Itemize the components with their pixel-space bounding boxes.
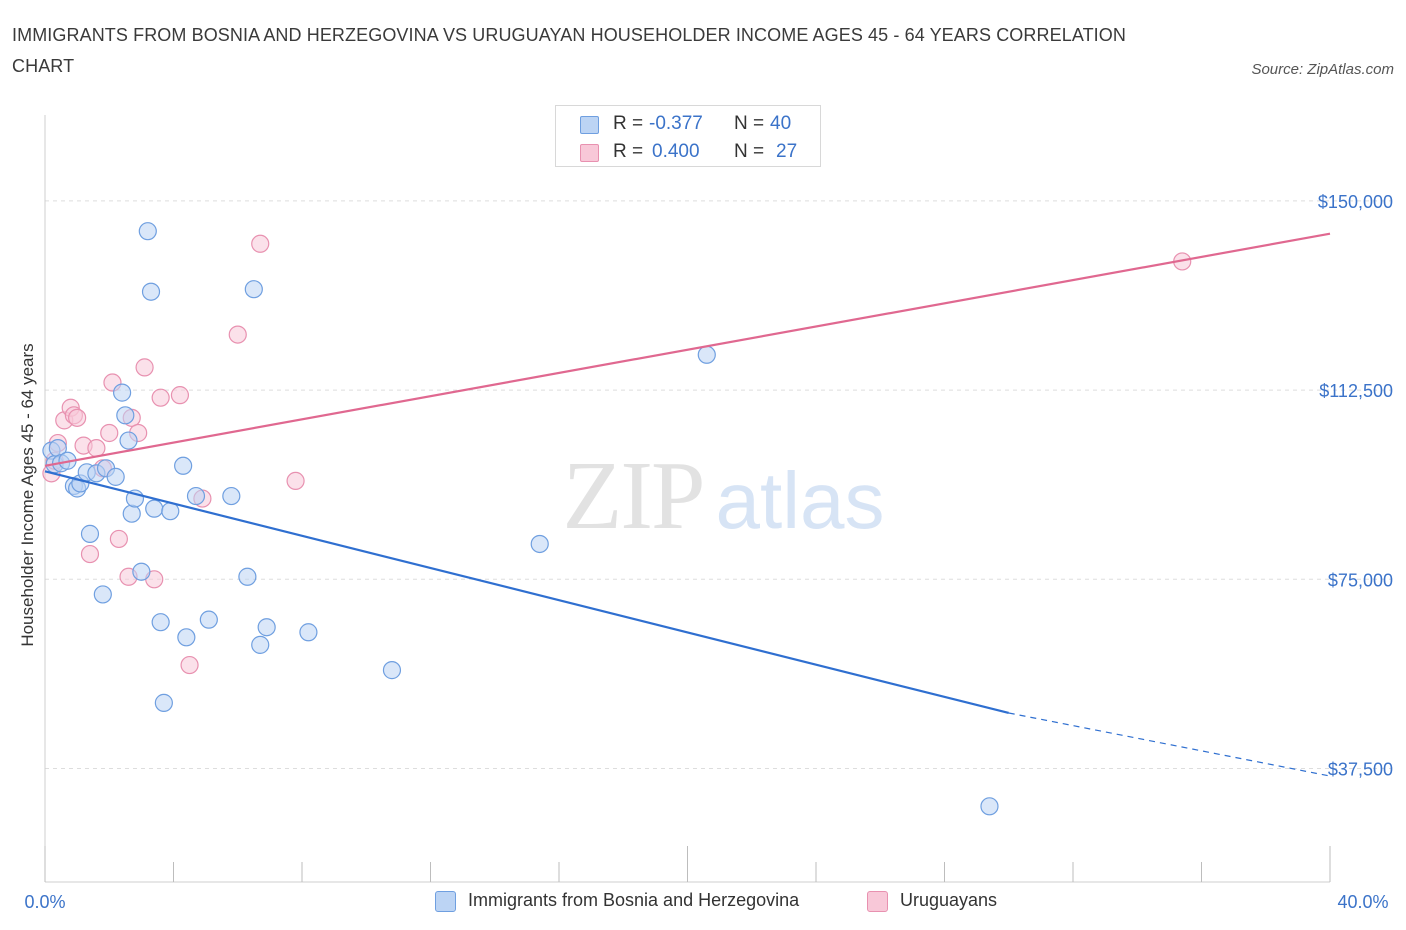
legend-n-label: N = [734, 141, 765, 162]
y-tick-label: $112,500 [1319, 381, 1393, 401]
bosnia-point [93, 585, 112, 604]
axes [44, 115, 1331, 883]
uruguayans-point [100, 423, 119, 443]
uruguayans-point [80, 544, 100, 564]
bosnia-points [42, 222, 999, 816]
bosnia-point [222, 486, 241, 506]
legend-swatch-pink [580, 144, 599, 162]
legend-r-label: R = [613, 113, 644, 134]
bosnia-point [177, 628, 196, 647]
uruguayans-point [286, 471, 305, 491]
watermark-atlas: atlas [716, 456, 885, 545]
bosnia-point [119, 431, 138, 450]
bosnia-point [244, 280, 263, 299]
tick-labels: $37,500 $75,000 $112,500 $150,000 0.0% 40.0% [24, 192, 1393, 912]
legend-n-value: 40 [770, 113, 792, 134]
bosnia-point [112, 383, 132, 402]
uruguayans-point [228, 325, 247, 344]
bosnia-point [186, 486, 206, 506]
y-tick-label: $37,500 [1328, 759, 1393, 779]
uruguayans-point [151, 388, 170, 407]
uruguayans-point [180, 655, 199, 675]
legend-swatch-blue [580, 116, 599, 134]
legend-swatch-pink [867, 891, 888, 912]
watermark-zip: ZIP [563, 442, 704, 550]
legend-label: Uruguayans [900, 890, 998, 910]
uruguayans-point [135, 358, 154, 377]
legend-label: Immigrants from Bosnia and Herzegovina [468, 890, 800, 910]
y-tick-label: $150,000 [1318, 192, 1393, 212]
bosnia-point [199, 610, 218, 629]
legend-n-value: 27 [776, 141, 798, 162]
legend-n-label: N = [734, 113, 765, 134]
y-axis-label: Householder Income Ages 45 - 64 years [18, 343, 37, 647]
bosnia-point [238, 567, 257, 586]
bosnia-trend-extension [1008, 712, 1331, 777]
bosnia-point [138, 222, 157, 241]
bosnia-point [116, 406, 135, 425]
trend-lines [44, 232, 1331, 777]
bosnia-point [697, 345, 716, 364]
bosnia-point [980, 797, 999, 816]
bosnia-trend-line [44, 470, 1010, 715]
bosnia-point [257, 618, 276, 637]
bosnia-point [132, 562, 151, 581]
watermark: ZIP atlas [563, 442, 885, 550]
uruguayans-point [87, 439, 106, 458]
bosnia-point [106, 467, 125, 486]
bosnia-point [154, 693, 173, 712]
bosnia-point [251, 635, 270, 654]
bosnia-point [141, 282, 161, 301]
y-tick-label: $75,000 [1328, 570, 1393, 590]
x-tick-label: 40.0% [1337, 892, 1388, 912]
legend-swatch-blue [435, 891, 456, 912]
x-tick-label: 0.0% [24, 892, 65, 912]
uruguayans-point [251, 234, 270, 253]
bosnia-point [530, 534, 549, 554]
uruguayans-trend-line [44, 232, 1331, 467]
legend-r-value: 0.400 [652, 141, 700, 162]
uruguayans-point [109, 529, 128, 549]
source-note: Source: ZipAtlas.com [1251, 61, 1394, 78]
legend-r-value: -0.377 [649, 113, 703, 134]
bosnia-point [174, 456, 193, 475]
grid-lines [45, 200, 1392, 769]
uruguayans-point [68, 408, 87, 427]
stats-legend: R = -0.377 N = 40 R = 0.400 N = 27 [555, 105, 821, 167]
bosnia-point [122, 504, 141, 523]
bosnia-point [80, 524, 100, 543]
bosnia-point [151, 613, 170, 632]
uruguayans-point [170, 386, 190, 405]
bosnia-point [382, 661, 402, 680]
bosnia-point [145, 499, 164, 518]
bosnia-point [299, 623, 318, 642]
chart-title: IMMIGRANTS FROM BOSNIA AND HERZEGOVINA V… [12, 25, 1126, 76]
legend-r-label: R = [613, 141, 644, 162]
